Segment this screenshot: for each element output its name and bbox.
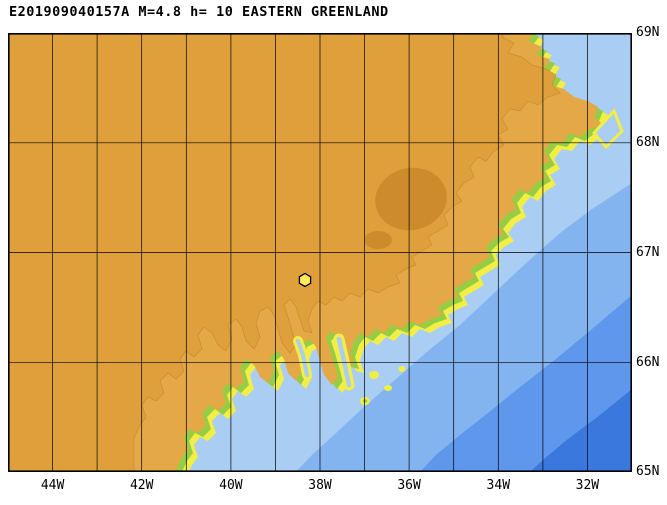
lon-label-44w: 44W [40,478,65,493]
lon-label-32w: 32W [575,478,600,493]
lat-label-65n: 65N [636,464,660,479]
lon-label-36w: 36W [397,478,421,493]
highland-patch-small [364,231,392,249]
highland-patch-large [375,167,447,231]
lat-label-66n: 66N [636,355,660,370]
lon-label-40w: 40W [219,478,243,493]
grid-parallels [8,142,632,363]
event-title: E201909040157A M=4.8 h= 10 EASTERN GREEN… [9,4,389,20]
lat-label-67n: 67N [636,245,660,260]
ocean-deepest-layer [530,389,632,472]
lat-label-69n: 69N [636,25,660,40]
epicenter-hexagon-marker [298,272,312,288]
map [8,33,633,472]
lon-label-34w: 34W [486,478,511,493]
fjord-channel-1 [333,333,355,391]
ocean-deep-layer [420,295,632,472]
lon-label-42w: 42W [129,478,154,493]
fjord-inlet-northeast [591,108,624,150]
fjord-channel-2 [293,336,312,380]
map-canvas [8,33,633,472]
lat-label-68n: 68N [636,135,660,150]
lon-label-38w: 38W [308,478,332,493]
coastal-islands [360,366,406,405]
map-border [8,33,633,472]
